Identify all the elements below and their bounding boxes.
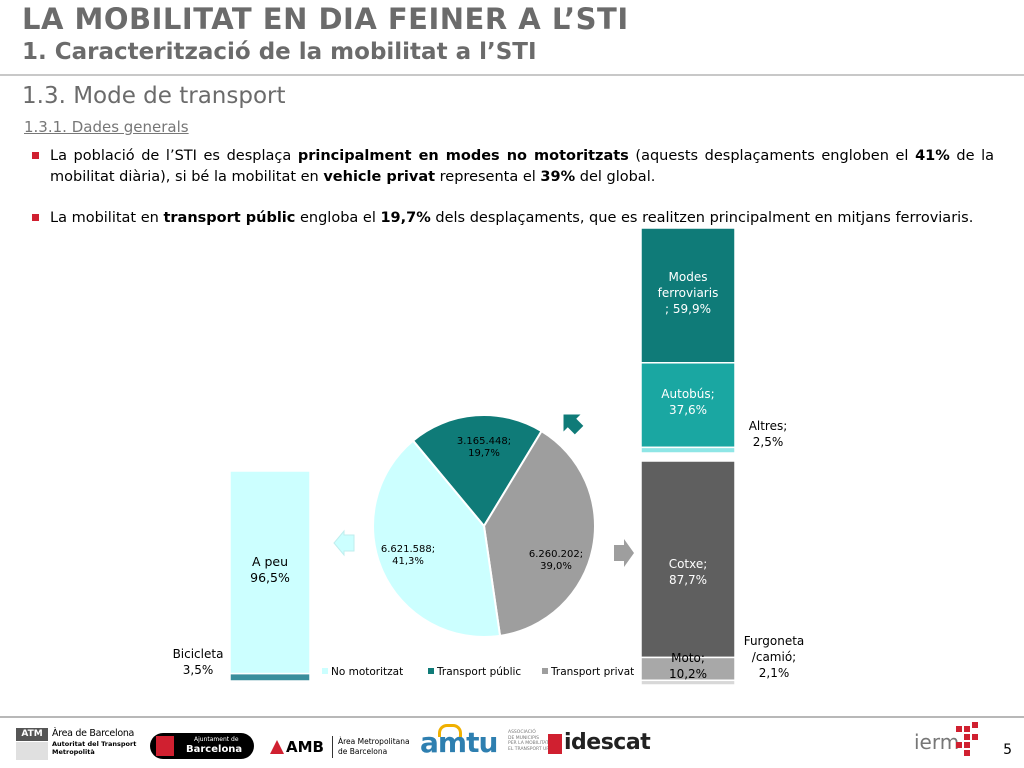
bar-segment-furgoneta-camió: [640, 679, 736, 686]
atm-logo: ATM Àrea de Barcelona Autoritat del Tran…: [16, 728, 136, 760]
bar-segment-label: A peu 96,5%: [250, 554, 290, 585]
bar-segment-label: Cotxe; 87,7%: [669, 557, 708, 587]
page-title: LA MOBILITAT EN DIA FEINER A L’STI: [22, 2, 629, 36]
amtu-arc-icon: [438, 724, 462, 737]
bullet-marker-icon: [32, 214, 39, 221]
bar-segment-cotxe: [640, 460, 736, 659]
bullet-marker-icon: [32, 152, 39, 159]
legend-entry: Transport públic: [436, 666, 521, 678]
bullet-text: La població de l’STI es desplaça princip…: [50, 148, 995, 185]
bar-segment-label: Autobús; 37,6%: [661, 387, 714, 417]
legend-entry: No motoritzat: [331, 666, 403, 678]
legend-swatch: [542, 668, 548, 674]
bar-segment-modes-ferroviaris: [640, 227, 736, 364]
bullet-text: La mobilitat en transport públic engloba…: [50, 210, 974, 226]
bar-segment-bicicleta: [229, 672, 311, 682]
page-number: 5: [1003, 742, 1012, 758]
bar-transport-public: Modes ferroviaris; 59,9% Autobús; 37,6% Altr…: [640, 227, 788, 454]
arrow-right-icon: [614, 539, 634, 567]
bullet-list: La població de l’STI es desplaça princip…: [30, 146, 994, 249]
pie-slice-transport-públic: [411, 414, 543, 528]
pie-slice-transport-privat: [482, 429, 596, 637]
bar-no-motoritzat: A peu 96,5% Bicicleta 3,5%: [173, 470, 311, 682]
bar-transport-privat: Cotxe; 87,7% Moto; 10,2% Furgoneta/camió; 2,1…: [640, 460, 805, 686]
bar-segment-label: Moto; 10,2%: [669, 651, 707, 681]
bar-segment-a-peu: [229, 470, 311, 675]
section-heading: 1.3. Mode de transport: [22, 83, 286, 109]
amtu-logo: amtu ASSOCIACIÓ DE MUNICIPIS PER LA MOBI…: [420, 724, 556, 759]
bullet-item: La mobilitat en transport públic engloba…: [30, 208, 994, 229]
bullet-item: La població de l’STI es desplaça princip…: [30, 146, 994, 188]
bar-segment-autobús: [640, 362, 736, 449]
shield-icon: [156, 736, 174, 756]
subsection-link[interactable]: 1.3.1. Dades generals: [24, 118, 189, 136]
pie-slice-no-motoritzat: [372, 439, 502, 638]
bar-segment-label: Furgoneta/camió; 2,1%: [744, 634, 805, 680]
amb-logo: AMB Àrea Metropolitana de Barcelona: [270, 734, 410, 760]
arrow-up-icon: [563, 414, 584, 435]
atm-badge: ATM: [16, 728, 48, 741]
pie-data-label: 6.260.202; 39,0%: [529, 549, 583, 572]
pie-legend: No motoritzat Transport públic Transport p…: [322, 666, 634, 678]
bar-segment-label: Altres; 2,5%: [749, 419, 788, 449]
amb-mark-icon: [270, 740, 284, 754]
iermb-logo: ierm: [914, 722, 984, 762]
header-divider: [0, 74, 1024, 76]
pie-data-label: 3.165.448; 19,7%: [457, 436, 511, 459]
idescat-logo: idescat: [548, 730, 658, 760]
pie-data-label: 6.621.588; 41,3%: [381, 544, 435, 567]
legend-swatch: [428, 668, 434, 674]
idescat-mark-icon: [548, 734, 562, 754]
ajuntament-logo: Ajuntament de Barcelona: [150, 733, 254, 759]
pie-chart: 6.621.588; 41,3% 3.165.448; 19,7% 6.260.202;…: [372, 414, 596, 638]
arrow-left-icon: [333, 529, 355, 557]
mobility-chart: 6.621.588; 41,3% 3.165.448; 19,7% 6.260.202;…: [173, 227, 805, 686]
iermb-grid-icon: [956, 722, 978, 756]
bar-segment-label: Modes ferroviaris; 59,9%: [658, 270, 719, 316]
page-subtitle: 1. Caracterització de la mobilitat a l’S…: [22, 39, 537, 65]
bar-segment-label: Bicicleta 3,5%: [173, 647, 224, 677]
bar-segment-altres: [640, 446, 736, 454]
legend-swatch: [322, 668, 328, 674]
legend-entry: Transport privat: [550, 666, 634, 678]
footer-divider: [0, 716, 1024, 718]
